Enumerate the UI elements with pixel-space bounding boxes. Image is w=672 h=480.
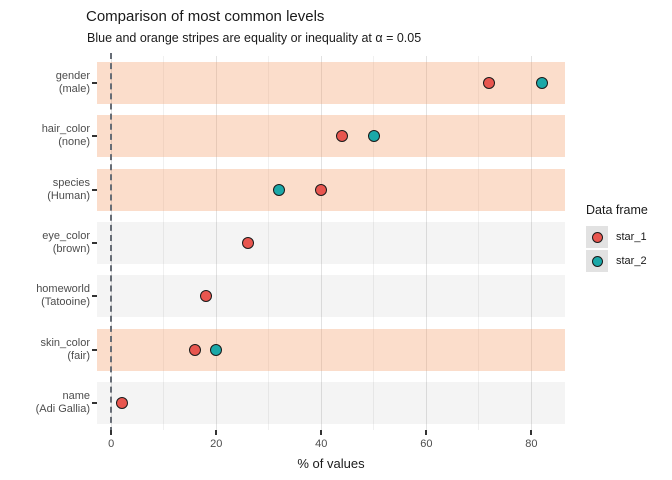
x-axis-tick-label: 60 bbox=[420, 438, 433, 450]
category-stripe-homeworld bbox=[97, 275, 565, 318]
major-gridline bbox=[320, 56, 322, 430]
y-axis-tick bbox=[92, 295, 97, 298]
data-point-star_1 bbox=[199, 290, 212, 303]
data-point-star_1 bbox=[483, 76, 496, 89]
category-stripe-name bbox=[97, 382, 565, 425]
x-axis-tick bbox=[425, 430, 428, 435]
minor-gridline bbox=[268, 56, 270, 430]
legend-dot-icon bbox=[591, 255, 603, 267]
legend-item-label: star_1 bbox=[616, 231, 647, 243]
y-axis-tick bbox=[92, 402, 97, 405]
y-axis-label-homeworld: homeworld (Tatooine) bbox=[36, 283, 90, 309]
data-point-star_1 bbox=[189, 343, 202, 356]
chart-title: Comparison of most common levels bbox=[86, 8, 325, 25]
legend-dot-icon bbox=[591, 231, 603, 243]
data-point-star_2 bbox=[273, 183, 286, 196]
y-axis-label-hair_color: hair_color (none) bbox=[41, 123, 90, 149]
legend-item-star_1: star_1 bbox=[586, 226, 672, 248]
data-point-star_1 bbox=[315, 183, 328, 196]
legend: Data frame star_1 star_2 bbox=[586, 203, 672, 274]
y-axis-label-gender: gender (male) bbox=[55, 69, 90, 95]
minor-gridline bbox=[163, 56, 165, 430]
legend-item-label: star_2 bbox=[616, 255, 647, 267]
major-gridline bbox=[425, 56, 427, 430]
minor-gridline bbox=[373, 56, 375, 430]
legend-key bbox=[586, 250, 608, 272]
x-axis-tick bbox=[530, 430, 533, 435]
x-axis-tick-label: 80 bbox=[525, 438, 538, 450]
data-point-star_2 bbox=[210, 343, 223, 356]
x-axis-tick-label: 40 bbox=[315, 438, 328, 450]
legend-title: Data frame bbox=[586, 203, 648, 217]
zero-dashed-line bbox=[110, 53, 113, 433]
legend-item-star_2: star_2 bbox=[586, 250, 672, 272]
chart-subtitle: Blue and orange stripes are equality or … bbox=[87, 31, 422, 45]
x-axis-tick bbox=[320, 430, 323, 435]
y-axis-tick bbox=[92, 81, 97, 84]
x-axis-tick-label: 20 bbox=[210, 438, 223, 450]
category-stripe-skin_color bbox=[97, 328, 565, 371]
x-axis-title: % of values bbox=[297, 456, 365, 471]
y-axis-tick bbox=[92, 188, 97, 191]
x-axis-tick-label: 0 bbox=[108, 438, 115, 450]
major-gridline bbox=[530, 56, 532, 430]
y-axis-label-eye_color: eye_color (brown) bbox=[42, 230, 90, 255]
legend-key bbox=[586, 226, 608, 248]
y-axis-label-skin_color: skin_color (fair) bbox=[40, 336, 90, 362]
data-point-star_1 bbox=[115, 397, 128, 410]
x-axis-tick bbox=[215, 430, 218, 435]
minor-gridline bbox=[478, 56, 480, 430]
y-axis-tick bbox=[92, 135, 97, 138]
plot-panel bbox=[97, 53, 565, 433]
y-axis-label-species: species (Human) bbox=[47, 176, 90, 202]
x-axis-tick bbox=[110, 430, 113, 435]
data-point-star_2 bbox=[367, 130, 380, 143]
y-axis-tick bbox=[92, 242, 97, 244]
data-point-star_2 bbox=[535, 76, 548, 89]
y-axis-label-name: name (Adi Gallia) bbox=[35, 390, 90, 416]
category-stripe-eye_color bbox=[97, 222, 565, 264]
y-axis-tick bbox=[92, 348, 97, 351]
major-gridline bbox=[215, 56, 217, 430]
category-stripe-species bbox=[97, 168, 565, 211]
category-stripe-hair_color bbox=[97, 115, 565, 158]
data-point-star_1 bbox=[241, 237, 254, 249]
data-point-star_1 bbox=[336, 130, 349, 143]
